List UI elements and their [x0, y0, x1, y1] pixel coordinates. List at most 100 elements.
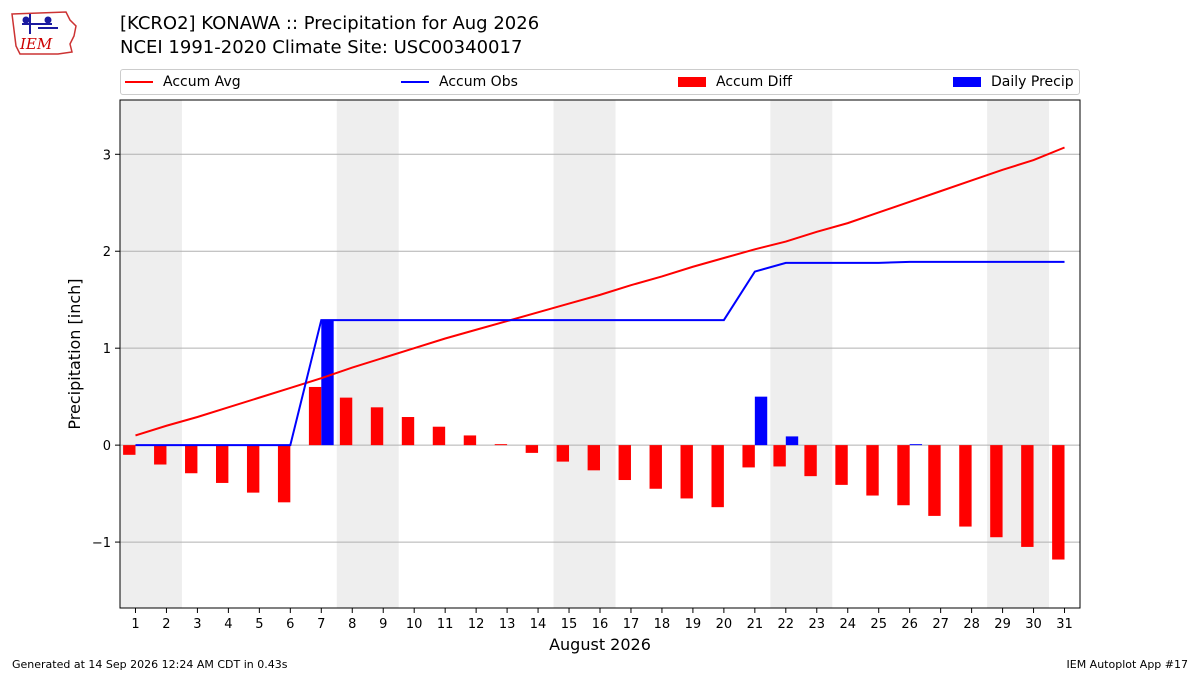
legend-swatch	[401, 81, 429, 83]
x-tick-label: 12	[468, 617, 485, 632]
x-tick-label: 1	[131, 617, 139, 632]
legend-swatch	[678, 77, 706, 87]
accum-diff-bar	[154, 445, 167, 465]
weekend-band	[120, 100, 182, 608]
x-tick-label: 29	[994, 617, 1011, 632]
accum-diff-bar	[556, 445, 570, 462]
x-tick-label: 21	[747, 617, 764, 632]
x-tick-label: 16	[592, 617, 609, 632]
iowa-state-outline-icon	[11, 11, 77, 55]
chart-subtitle: NCEI 1991-2020 Climate Site: USC00340017	[120, 37, 523, 58]
weekend-shading	[120, 100, 1050, 608]
weekend-band	[553, 100, 616, 608]
legend-item-accum-obs: Accum Obs	[401, 70, 518, 94]
accum-diff-bar	[525, 445, 539, 453]
accum-diff-bar	[773, 445, 786, 467]
y-tick-label: 0	[103, 439, 111, 454]
legend-label: Accum Diff	[716, 74, 793, 90]
legend-label: Accum Obs	[439, 74, 518, 90]
y-axis-label: Precipitation [inch]	[65, 278, 84, 429]
accum-diff-bar	[711, 445, 724, 508]
weather-instrument-icon	[22, 14, 58, 34]
x-tick-label: 5	[255, 617, 263, 632]
legend-label: Accum Avg	[163, 74, 241, 90]
accum-diff-bar	[649, 445, 662, 489]
accum-diff-bar	[897, 445, 910, 506]
accum-diff-bar	[618, 445, 631, 481]
daily-precip-bar	[321, 320, 334, 446]
accum-diff-bar	[928, 445, 941, 516]
accum-diff-bar	[866, 445, 879, 496]
x-tick-label: 14	[530, 617, 547, 632]
y-tick-label: 1	[103, 342, 111, 357]
accum-diff-bar	[959, 445, 972, 527]
x-tick-label: 26	[901, 617, 918, 632]
x-tick-label: 19	[685, 617, 702, 632]
x-tick-label: 13	[499, 617, 516, 632]
x-tick-label: 4	[224, 617, 232, 632]
legend-item-daily-precip: Daily Precip	[953, 70, 1074, 94]
x-tick-label: 20	[716, 617, 733, 632]
x-tick-label: 10	[406, 617, 423, 632]
x-tick-label: 27	[932, 617, 949, 632]
accum-diff-bar	[432, 426, 446, 446]
generated-footer: Generated at 14 Sep 2026 12:24 AM CDT in…	[12, 658, 288, 671]
accum-diff-bar	[370, 407, 384, 446]
accum-diff-bar	[990, 445, 1003, 538]
accum-diff-bar	[835, 445, 848, 485]
accum-diff-bar	[216, 445, 229, 483]
logo-text: IEM	[19, 35, 53, 53]
accum-diff-bar	[587, 445, 600, 471]
legend-swatch	[125, 81, 153, 83]
accum-diff-bar	[463, 435, 477, 446]
accum-diff-bar	[1052, 445, 1065, 560]
x-tick-label: 6	[286, 617, 294, 632]
iem-logo: IEM	[11, 11, 77, 55]
accum-diff-bar	[308, 386, 322, 446]
legend: Accum Avg Accum Obs Accum Diff Daily Pre…	[120, 69, 1080, 95]
legend-item-accum-avg: Accum Avg	[125, 70, 241, 94]
accum-diff-bar	[277, 445, 291, 503]
accum-diff-bar	[742, 445, 755, 468]
daily-precip-bar	[909, 444, 923, 446]
plot-frame	[119, 99, 1081, 609]
accum-avg-line	[135, 146, 1065, 437]
legend-item-accum-diff: Accum Diff	[678, 70, 792, 94]
x-tick-label: 17	[623, 617, 640, 632]
accum-diff-bar	[123, 445, 136, 455]
daily-precip-bar	[754, 396, 768, 446]
accum-diff-bar	[339, 397, 353, 446]
y-tick-label: −1	[92, 536, 111, 551]
y-tick-label: 3	[103, 148, 111, 163]
accum-diff-bar	[1021, 445, 1034, 547]
legend-label: Daily Precip	[991, 74, 1074, 90]
accum-diff-bar	[185, 445, 198, 474]
x-tick-label: 24	[839, 617, 856, 632]
x-tick-label: 8	[348, 617, 356, 632]
chart-title: [KCRO2] KONAWA :: Precipitation for Aug …	[120, 13, 540, 34]
x-tick-label: 25	[870, 617, 887, 632]
accum-obs-line	[135, 260, 1065, 447]
x-tick-label: 18	[654, 617, 671, 632]
lines	[135, 146, 1065, 447]
weekend-band	[987, 100, 1050, 608]
daily-precip-bar	[785, 436, 799, 446]
x-tick-label: 30	[1025, 617, 1042, 632]
weekend-band	[770, 100, 833, 608]
y-tick-label: 2	[103, 245, 111, 260]
app-footer: IEM Autoplot App #17	[1066, 658, 1189, 671]
x-tick-label: 2	[162, 617, 170, 632]
x-tick-label: 3	[193, 617, 201, 632]
x-tick-label: 28	[963, 617, 980, 632]
gridlines	[120, 153, 1080, 543]
x-tick-label: 15	[561, 617, 578, 632]
accum-diff-bar	[494, 444, 508, 446]
x-tick-label: 9	[379, 617, 387, 632]
bars	[123, 320, 1065, 560]
accum-diff-bar	[804, 445, 817, 477]
x-tick-label: 31	[1056, 617, 1073, 632]
x-tick-label: 11	[437, 617, 454, 632]
legend-swatch	[953, 77, 981, 87]
